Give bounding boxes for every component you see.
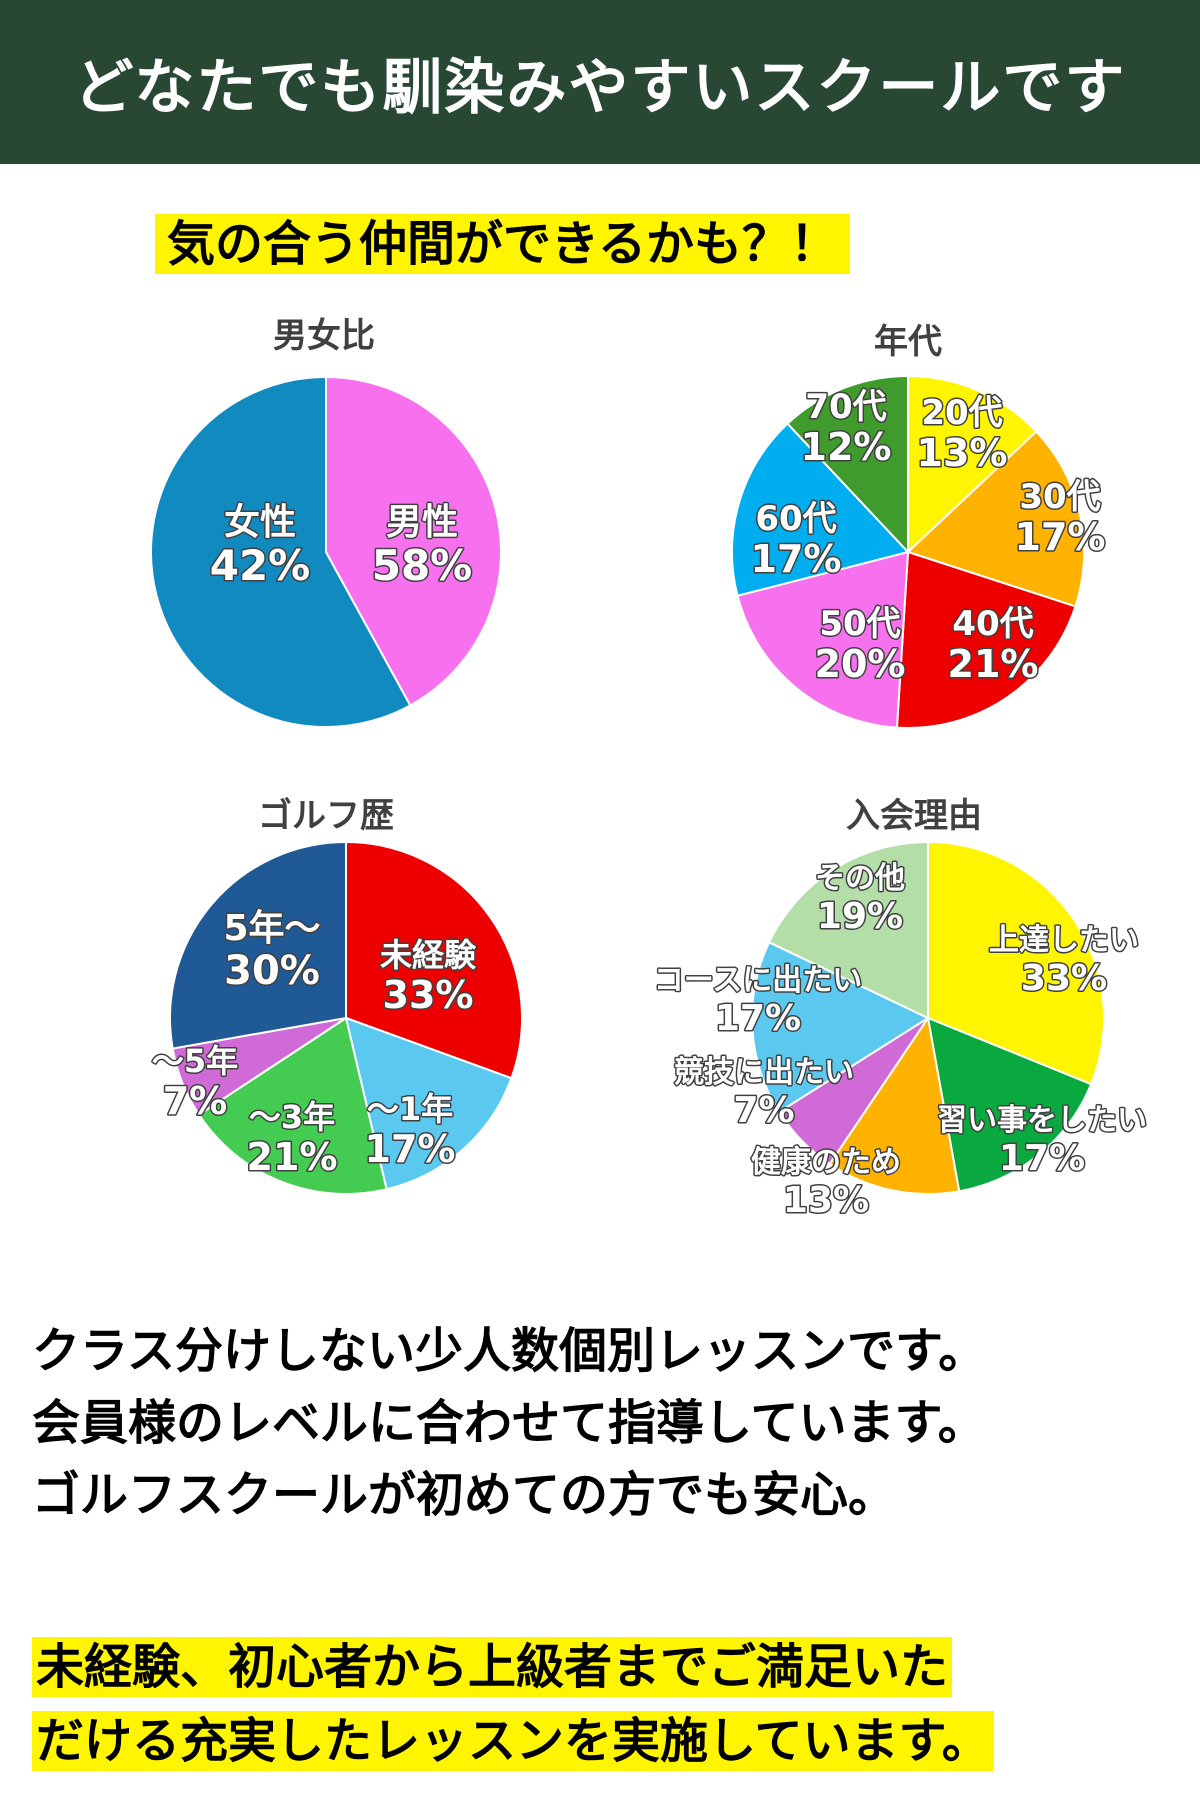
chart-title-gender: 男女比 xyxy=(273,316,375,356)
slice-label-50s: 50代 xyxy=(819,604,900,644)
chart-title-golf-history: ゴルフ歴 xyxy=(258,796,394,836)
slice-value-male: 58% xyxy=(372,541,473,590)
highlight-line: だける充実したレッスンを実施しています。 xyxy=(32,1711,994,1771)
slice-label-5yr: ～5年 xyxy=(152,1042,238,1080)
body-text: クラス分けしない少人数個別レッスンです。 会員様のレベルに合わせて指導しています… xyxy=(32,1315,1192,1531)
slice-label-40s: 40代 xyxy=(952,604,1033,644)
body-line: クラス分けしない少人数個別レッスンです。 xyxy=(32,1323,987,1379)
slice-label-course: コースに出たい xyxy=(654,963,863,998)
pie-slice-50s xyxy=(736,550,910,729)
pie-slice-30s xyxy=(906,430,1085,608)
pie-slice-5yrplus xyxy=(169,840,347,1050)
pie-slice-course xyxy=(751,940,931,1114)
highlight-text: 未経験、初心者から上級者までご満足いた だける充実したレッスンを実施しています。 xyxy=(32,1630,1192,1778)
pie-slice-1yr xyxy=(344,1016,513,1191)
pie-chart-2 xyxy=(169,840,523,1195)
pie-slice-improve xyxy=(927,840,1105,1086)
pie-slice-70s xyxy=(786,374,909,555)
slice-label-health: 健康のため xyxy=(751,1145,901,1180)
slice-label-hobby: 習い事をしたい xyxy=(937,1103,1147,1138)
slice-value-compete: 7% xyxy=(733,1090,794,1131)
slice-value-30s: 17% xyxy=(1015,515,1106,559)
pie-chart-1 xyxy=(731,374,1085,729)
pie-slice-health xyxy=(828,1015,961,1195)
page-title: どなたでも馴染みやすいスクールです xyxy=(73,52,1127,123)
slice-value-female: 42% xyxy=(210,541,311,590)
pie-chart-0 xyxy=(149,375,502,728)
slice-value-3yr: 21% xyxy=(247,1135,338,1179)
slice-label-improve: 上達したい xyxy=(989,923,1139,958)
pie-chart-3 xyxy=(751,840,1105,1195)
slice-label-female: 女性 xyxy=(224,502,296,543)
slice-value-1yr: 17% xyxy=(365,1127,456,1171)
slice-value-none: 33% xyxy=(383,973,474,1017)
slice-label-3yr: ～3年 xyxy=(249,1098,335,1136)
pie-charts: 男性58%女性42%20代13%30代17%40代21%50代20%60代17%… xyxy=(149,374,1149,1223)
chart-title-join-reason: 入会理由 xyxy=(846,796,982,836)
subtitle-highlight: 気の合う仲間ができるかも？！ xyxy=(155,214,851,274)
pie-slice-3yr xyxy=(197,1016,388,1195)
slice-label-60s: 60代 xyxy=(755,499,836,539)
pie-slice-40s xyxy=(895,550,1077,729)
slice-value-50s: 20% xyxy=(815,642,906,686)
pie-slice-none xyxy=(345,840,523,1080)
slice-value-20s: 13% xyxy=(917,431,1008,475)
slice-label-5yrplus: 5年～ xyxy=(223,908,320,949)
slice-value-40s: 21% xyxy=(948,642,1039,686)
slice-value-other: 19% xyxy=(817,896,903,937)
pie-slice-male xyxy=(149,375,412,728)
pie-slice-hobby xyxy=(926,1016,1093,1193)
pie-slice-60s xyxy=(731,422,910,597)
slice-value-course: 17% xyxy=(715,998,801,1039)
slice-label-none: 未経験 xyxy=(380,936,477,974)
slice-label-30s: 30代 xyxy=(1019,477,1100,517)
slice-label-20s: 20代 xyxy=(921,393,1002,433)
slice-value-health: 13% xyxy=(783,1180,869,1221)
pie-slice-other xyxy=(767,840,929,1020)
pie-slice-female xyxy=(325,375,502,707)
body-line: ゴルフスクールが初めての方でも安心。 xyxy=(32,1467,897,1523)
slice-value-5yr: 7% xyxy=(163,1079,228,1123)
pie-slice-20s xyxy=(907,374,1038,555)
slice-label-70s: 70代 xyxy=(805,387,886,427)
slice-label-compete: 競技に出たい xyxy=(674,1055,854,1090)
slice-value-improve: 33% xyxy=(1021,958,1107,999)
slice-label-other: その他 xyxy=(815,861,905,896)
slice-value-60s: 17% xyxy=(751,537,842,581)
slice-value-5yrplus: 30% xyxy=(224,948,320,994)
chart-title-age: 年代 xyxy=(874,322,942,362)
slice-label-1yr: ～1年 xyxy=(367,1090,453,1128)
slice-label-male: 男性 xyxy=(386,502,458,543)
header-banner: どなたでも馴染みやすいスクールです xyxy=(0,0,1200,164)
highlight-line: 未経験、初心者から上級者までご満足いた xyxy=(32,1637,953,1697)
body-line: 会員様のレベルに合わせて指導しています。 xyxy=(32,1395,986,1451)
slice-value-hobby: 17% xyxy=(999,1138,1085,1179)
slice-value-70s: 12% xyxy=(801,425,892,469)
